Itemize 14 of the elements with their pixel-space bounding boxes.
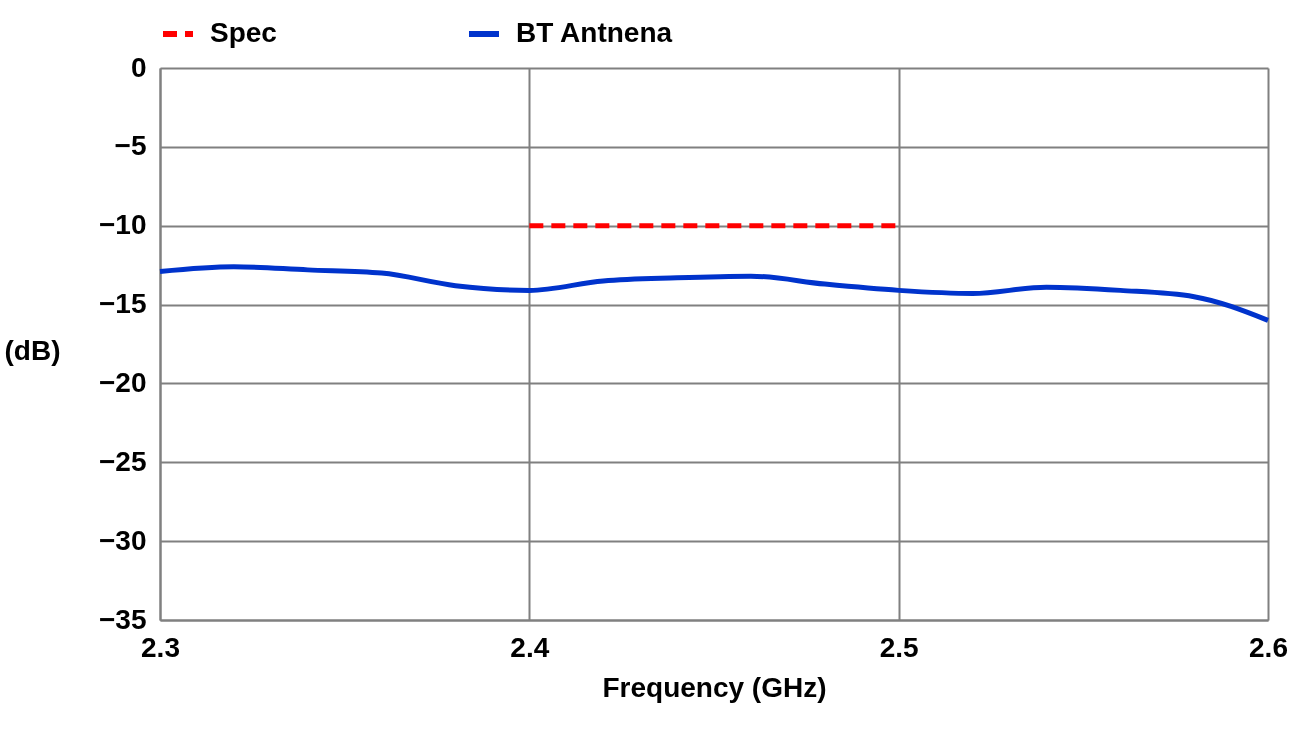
y-tick-label: −20: [99, 366, 147, 398]
x-tick-label: 2.6: [1249, 631, 1288, 663]
y-tick-label: −30: [99, 524, 147, 556]
y-tick-label: −15: [99, 288, 147, 320]
x-tick-label: 2.4: [510, 631, 550, 663]
y-axis-title: (dB): [4, 334, 61, 366]
y-tick-label: −25: [99, 445, 147, 477]
y-tick-label: −5: [114, 130, 147, 162]
x-tick-label: 2.5: [879, 631, 919, 663]
x-axis-title: Frequency (GHz): [602, 671, 827, 703]
y-tick-label: −10: [99, 209, 147, 241]
legend-label: BT Antnena: [516, 17, 673, 48]
legend-label: Spec: [210, 17, 277, 48]
y-tick-label: 0: [130, 51, 147, 83]
